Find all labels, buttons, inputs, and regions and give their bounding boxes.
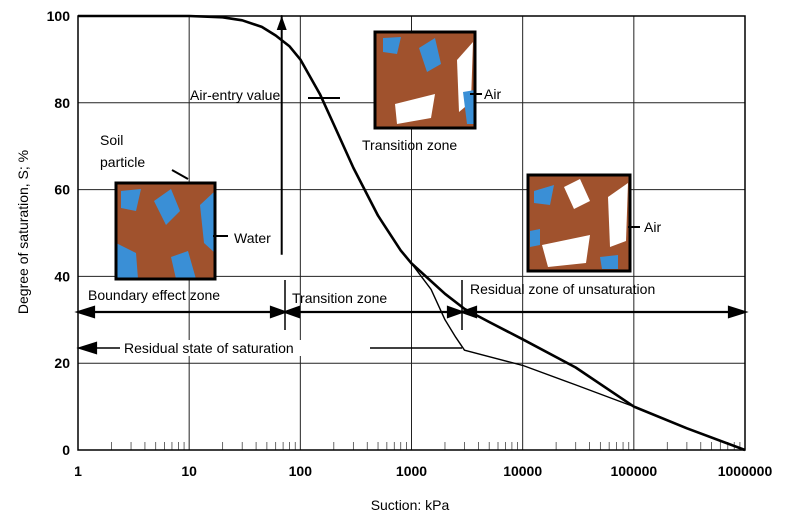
residual-state-bg (120, 340, 370, 356)
y-axis-title: Degree of saturation, S; % (15, 150, 31, 314)
air-top-label: Air (484, 86, 501, 102)
residual-zone-label: Residual zone of unsaturation (470, 281, 655, 297)
x-tick-label: 10 (181, 463, 197, 479)
leader-lines (171, 93, 640, 237)
air-entry-label: Air-entry value (190, 87, 280, 103)
minor-gridlines (111, 442, 741, 450)
x-axis-title: Suction: kPa (371, 497, 450, 513)
water-label: Water (234, 230, 271, 246)
y-tick-label: 40 (54, 268, 70, 284)
series-main-curve (78, 14, 746, 452)
air-entry-arrowhead (276, 16, 287, 30)
x-tick-label: 100000 (610, 463, 657, 479)
x-tick-label: 10000 (503, 463, 542, 479)
inset-transition-pores (373, 30, 477, 130)
tick-labels: 1 10 100 1000 10000 100000 1000000 0 20 40 60 80 100 (47, 8, 773, 479)
inset-water-pores (114, 181, 217, 281)
x-tick-label: 100 (289, 463, 313, 479)
boundary-zone-label: Boundary effect zone (88, 287, 220, 303)
plot-frame (77, 15, 746, 451)
series-secondary-curve (410, 262, 746, 451)
residual-state-label: Residual state of saturation (124, 340, 294, 356)
inset-residual-pores (526, 173, 632, 273)
air-right-label: Air (644, 219, 661, 235)
y-tick-label: 100 (47, 8, 71, 24)
transition-zone-top-label: Transition zone (362, 137, 457, 153)
x-tick-label: 1 (74, 463, 82, 479)
x-tick-label: 1000000 (718, 463, 773, 479)
x-tick-label: 1000 (396, 463, 427, 479)
y-tick-label: 20 (54, 355, 70, 371)
y-tick-label: 60 (54, 182, 70, 198)
y-tick-label: 0 (62, 442, 70, 458)
y-tick-label: 80 (54, 95, 70, 111)
soil-particle-label: Soil particle (100, 132, 145, 170)
transition-zone-label: Transition zone (292, 290, 387, 306)
